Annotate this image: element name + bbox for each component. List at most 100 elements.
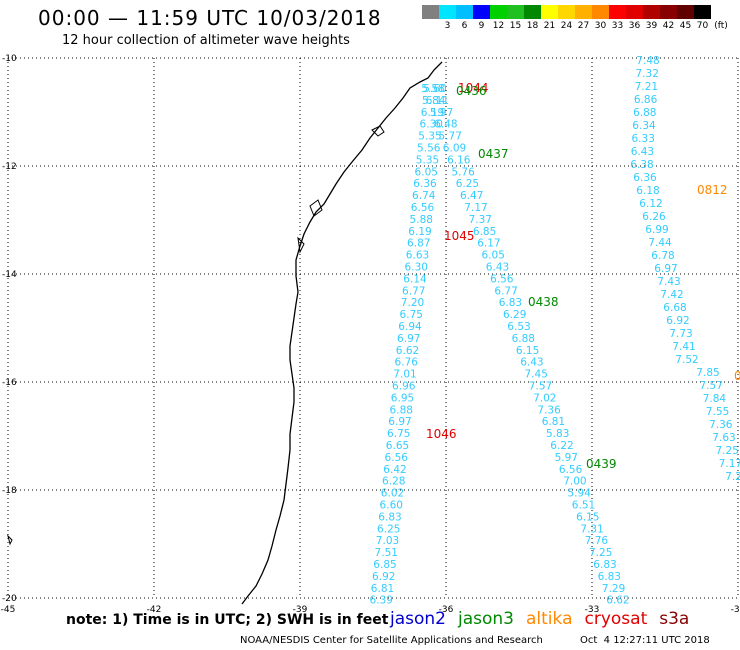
legend-swatch xyxy=(609,5,626,19)
pass-time-label: 1045 xyxy=(444,229,475,243)
track-value: 6.43 xyxy=(486,262,509,274)
track-value: 6.33 xyxy=(632,133,655,145)
track-value: 7.36 xyxy=(537,404,561,416)
track-value: 7.29 xyxy=(602,583,625,595)
track-value: 6.85 xyxy=(373,559,396,571)
track-value: 5.88 xyxy=(410,214,433,226)
track-value: 6.60 xyxy=(380,500,403,512)
track-value: 5.60 xyxy=(423,83,446,95)
legend-swatch xyxy=(456,5,473,19)
track-value: 6.38 xyxy=(630,159,653,171)
track-value: 7.37 xyxy=(469,214,492,226)
track-values: 5.605.585.846.116.195.976.306.485.355.77… xyxy=(370,55,740,607)
legend-swatch xyxy=(626,5,643,19)
track-value: 7.84 xyxy=(703,393,727,405)
track-value: 6.48 xyxy=(434,119,457,131)
track-value: 5.97 xyxy=(555,452,578,464)
legend-label: 70 xyxy=(696,21,709,31)
track-value: 6.97 xyxy=(654,263,677,275)
satellite-label: jason3 xyxy=(458,609,514,629)
track-value: 7.55 xyxy=(706,406,729,418)
track-value: 6.86 xyxy=(634,94,658,106)
track-value: 5.94 xyxy=(568,488,592,500)
track-value: 6.02 xyxy=(381,488,404,500)
legend-label: 36 xyxy=(628,21,641,31)
lat-tick-label: -16 xyxy=(2,378,17,388)
legend-label: 21 xyxy=(543,21,556,31)
track-value: 7.57 xyxy=(529,381,552,393)
track-value: 6.81 xyxy=(371,583,394,595)
track-value: 5.35 xyxy=(418,131,441,143)
track-value: 6.77 xyxy=(402,285,425,297)
legend-swatches xyxy=(422,5,711,19)
track-value: 6.39 xyxy=(370,595,393,607)
track-value: 7.31 xyxy=(580,523,603,535)
track-value: 7.52 xyxy=(675,354,698,366)
track-value: 6.92 xyxy=(666,315,689,327)
track-value: 6.34 xyxy=(632,120,656,132)
track-value: 6.99 xyxy=(645,224,668,236)
legend-swatch xyxy=(541,5,558,19)
legend-swatch xyxy=(524,5,541,19)
track-value: 6.22 xyxy=(550,440,573,452)
track-value: 6.65 xyxy=(386,440,409,452)
track-value: 5.77 xyxy=(439,131,462,143)
track-value: 6.14 xyxy=(403,273,427,285)
map-subtitle: 12 hour collection of altimeter wave hei… xyxy=(62,33,350,48)
track-value: 6.11 xyxy=(426,95,449,107)
track-value: 6.88 xyxy=(390,404,413,416)
track-value: 7.48 xyxy=(636,55,659,67)
track-value: 6.56 xyxy=(490,273,514,285)
track-value: 6.83 xyxy=(499,297,522,309)
track-value: 6.95 xyxy=(391,392,414,404)
legend-label: 27 xyxy=(577,21,590,31)
track-value: 7.25 xyxy=(589,547,612,559)
lat-tick-label: -12 xyxy=(2,162,17,172)
lon-tick-label: -30 xyxy=(731,605,740,615)
track-value: 6.83 xyxy=(598,571,621,583)
lat-tick-label: -14 xyxy=(2,270,17,280)
generated-time: Oct 4 12:27:11 UTC 2018 xyxy=(580,635,710,646)
track-value: 6.15 xyxy=(576,511,599,523)
lon-tick-label: -39 xyxy=(293,605,308,615)
track-value: 6.56 xyxy=(559,464,583,476)
pass-time-label: 0439 xyxy=(586,457,617,471)
footer-note: note: 1) Time is in UTC; 2) SWH is in fe… xyxy=(66,612,389,628)
track-value: 7.43 xyxy=(657,276,680,288)
track-value: 6.63 xyxy=(406,250,429,262)
track-value: 6.43 xyxy=(520,357,543,369)
legend-label: 42 xyxy=(662,21,675,31)
track-value: 7.25 xyxy=(716,445,739,457)
track-value: 6.30 xyxy=(420,119,443,131)
legend-label: 18 xyxy=(526,21,539,31)
track-value: 5.56 xyxy=(417,143,441,155)
track-value: 7.51 xyxy=(375,547,398,559)
legend-swatch xyxy=(490,5,507,19)
track-value: 7.57 xyxy=(700,380,723,392)
satellite-label: cryosat xyxy=(584,609,648,629)
track-value: 5.58 xyxy=(421,83,444,95)
lat-tick-label: -10 xyxy=(2,54,17,64)
track-value: 6.56 xyxy=(411,202,435,214)
track-value: 7.01 xyxy=(393,369,416,381)
legend-label: 45 xyxy=(679,21,692,31)
map-ticks: -45 -42 -39 -36 -33 -30 -10 -12 -14 -16 -18 -20 xyxy=(1,54,740,615)
legend-label: 9 xyxy=(478,21,485,31)
track-value: 7.85 xyxy=(696,367,719,379)
legend-label: 3 xyxy=(444,21,451,31)
legend-swatch xyxy=(694,5,711,19)
coast-island-4 xyxy=(7,534,13,546)
lon-tick-label: -42 xyxy=(147,605,162,615)
track-value: 6.43 xyxy=(631,146,654,158)
track-value: 6.78 xyxy=(651,250,674,262)
track-value: 6.51 xyxy=(572,500,595,512)
coastline xyxy=(241,61,443,605)
pass-time-label: 0436 xyxy=(456,84,487,98)
track-value: 7.17 xyxy=(464,202,487,214)
legend-label: 12 xyxy=(492,21,505,31)
track-value: 7.45 xyxy=(525,369,548,381)
pass-time-label: 0437 xyxy=(478,147,509,161)
coast-island-3 xyxy=(297,236,305,254)
coast-island-1 xyxy=(371,125,385,137)
